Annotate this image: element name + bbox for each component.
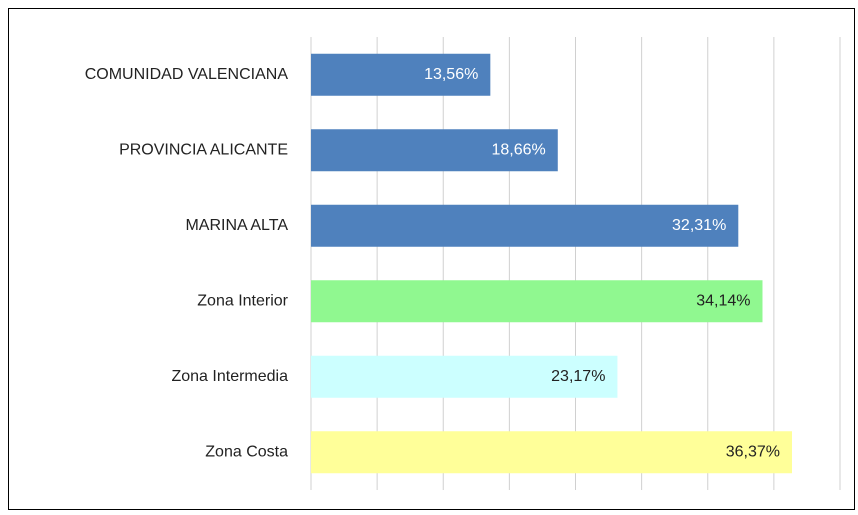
bar — [311, 129, 558, 172]
y-tick-label: MARINA ALTA — [185, 217, 288, 234]
data-label: 23,17% — [551, 368, 605, 385]
data-label: 18,66% — [492, 141, 546, 158]
y-tick-label: Zona Costa — [205, 443, 288, 460]
bar — [311, 204, 739, 247]
y-tick-label: Zona Intermedia — [171, 368, 288, 385]
data-label: 13,56% — [424, 66, 478, 83]
bar — [311, 431, 792, 474]
y-tick-label: COMUNIDAD VALENCIANA — [85, 66, 289, 83]
data-label: 34,14% — [696, 292, 750, 309]
data-label: 32,31% — [672, 217, 726, 234]
data-label: 36,37% — [726, 443, 780, 460]
bar — [311, 53, 491, 96]
bar — [311, 280, 763, 323]
y-tick-label: Zona Interior — [197, 292, 288, 309]
bar — [311, 355, 618, 398]
y-tick-label: PROVINCIA ALICANTE — [119, 141, 288, 158]
